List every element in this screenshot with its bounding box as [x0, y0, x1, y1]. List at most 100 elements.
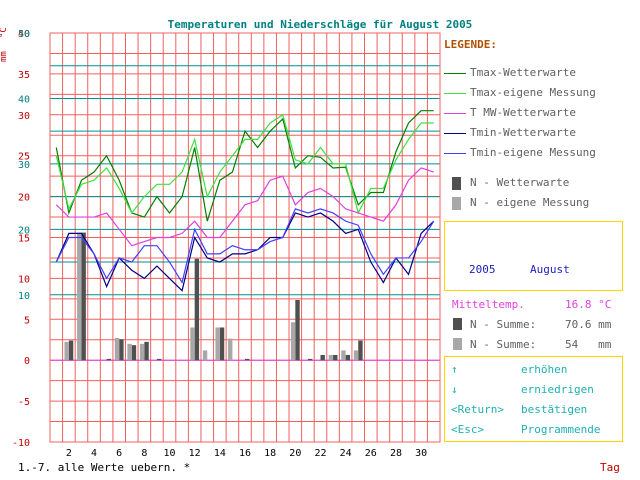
precip-tick-label: 20 [18, 225, 30, 236]
legend-item: T MW-Wetterwarte [444, 106, 624, 122]
precip-bar [202, 350, 208, 361]
legend-line-swatch [444, 133, 466, 134]
temp-tick-label: 15 [18, 234, 30, 245]
precip-bar [353, 350, 359, 361]
x-tick-label: 8 [141, 448, 147, 459]
legend-line-swatch [444, 153, 466, 154]
precip-tick-label: 50 [18, 29, 30, 40]
precip-bar [119, 339, 124, 361]
precip-unit-label: mm [0, 51, 9, 62]
precip-bar [194, 258, 200, 361]
mean-temp-label: Mitteltemp. [452, 298, 525, 311]
precip-bar [358, 340, 363, 361]
series-line [55, 113, 434, 215]
legend-item: Tmin-Wetterwarte [444, 126, 624, 142]
legend-label: N - Wetterwarte [470, 176, 570, 189]
temp-tick-label: -10 [12, 438, 30, 449]
precip-tick-label: 30 [18, 160, 30, 171]
plot-frame [49, 32, 441, 443]
x-tick-label: 22 [314, 448, 326, 459]
precip-bar [106, 358, 112, 361]
x-tick-label: 12 [189, 448, 201, 459]
legend-label: Tmax-eigene Messung [470, 86, 596, 99]
x-tick-label: 6 [116, 448, 122, 459]
period-month: August [530, 263, 570, 276]
precip-bar [139, 343, 145, 361]
legend-label: Tmin-eigene Messung [470, 146, 596, 159]
control-action: bestätigen [521, 403, 588, 416]
x-tick-label: 28 [390, 448, 402, 459]
series-line [55, 208, 435, 285]
temp-unit-label: °C [0, 27, 9, 38]
legend-bar-swatch [452, 197, 461, 210]
control-key: <Esc> [451, 423, 485, 436]
precip-bar [77, 232, 82, 361]
temp-tick-label: 10 [18, 274, 30, 285]
x-tick-label: 20 [289, 448, 301, 459]
x-tick-label: 24 [340, 448, 352, 459]
precip-bar [68, 340, 74, 361]
precip-bar [245, 358, 250, 361]
chart-grid [49, 32, 441, 443]
x-tick-label: 10 [163, 448, 175, 459]
precip-bar [295, 299, 300, 361]
precip-tick-label: 40 [18, 94, 30, 105]
legend-item: Tmax-eigene Messung [444, 86, 624, 102]
legend-label: N - eigene Messung [470, 196, 590, 209]
series-line [55, 167, 434, 247]
legend-label: T MW-Wetterwarte [470, 106, 576, 119]
x-tick-label: 16 [239, 448, 251, 459]
temp-tick-label: -5 [18, 397, 30, 408]
footer-note: 1.-7. alle Werte uebern. * [18, 461, 191, 474]
control-key: <Return> [451, 403, 504, 416]
precip-bar [190, 327, 195, 361]
precip-bar [307, 358, 313, 361]
temp-tick-label: 5 [24, 315, 30, 326]
precip-bar [215, 327, 220, 361]
precip-bar [228, 338, 233, 361]
precip-bars [64, 232, 363, 361]
precip-sum-label-1: N - Summe: [470, 318, 537, 331]
temp-tick-label: 35 [18, 70, 30, 81]
temp-tick-label: 40 [18, 29, 30, 40]
temperature-lines [55, 110, 435, 292]
precip-bar [127, 343, 132, 361]
precip-bar [64, 341, 69, 361]
legend-line-swatch [444, 93, 466, 94]
legend-line-swatch [444, 73, 466, 74]
temp-tick-label: 30 [18, 111, 30, 122]
precip-sum-value-1: 70.6 mm [565, 318, 612, 331]
x-axis-label: Tag [600, 461, 620, 474]
x-tick-label: 26 [365, 448, 377, 459]
x-tick-label: 30 [415, 448, 427, 459]
precip-bar [81, 232, 86, 361]
period-box: 2005 August [444, 221, 623, 291]
period-year: 2005 [469, 263, 496, 276]
precip-sum-swatch-2 [453, 338, 462, 350]
control-action: erhöhen [521, 363, 568, 376]
legend-line-swatch [444, 113, 466, 114]
precip-bar [131, 345, 137, 361]
precip-sum-swatch-1 [453, 318, 462, 330]
control-action: Programmende [521, 423, 601, 436]
x-tick-label: 4 [91, 448, 97, 459]
mean-temp-value: 16.8 °C [565, 298, 612, 311]
precip-bar [328, 354, 334, 361]
precip-sum-label-2: N - Summe: [470, 338, 537, 351]
precip-bar [114, 337, 120, 361]
control-action: erniedrigen [521, 383, 594, 396]
precip-tick-label: 10 [18, 291, 30, 302]
legend-item: Tmin-eigene Messung [444, 146, 624, 162]
precip-bar [290, 322, 296, 361]
precip-bar [320, 354, 325, 361]
legend-label: Tmin-Wetterwarte [470, 126, 576, 139]
precip-bar [333, 354, 338, 361]
precip-bar [219, 327, 225, 361]
temp-tick-label: 25 [18, 152, 30, 163]
chart-title: Temperaturen und Niederschläge für Augus… [168, 18, 473, 31]
series-line [55, 110, 434, 222]
temp-tick-label: 20 [18, 193, 30, 204]
legend-label: Tmax-Wetterwarte [470, 66, 576, 79]
